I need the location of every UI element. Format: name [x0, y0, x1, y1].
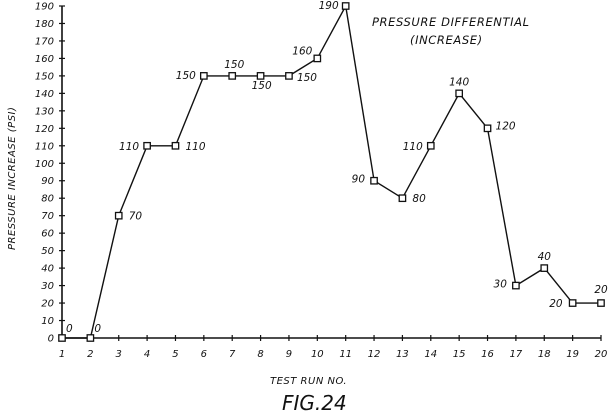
- y-tick-label: 100: [35, 159, 54, 170]
- x-tick-label: 15: [453, 349, 466, 360]
- data-point: [370, 176, 378, 185]
- x-tick-label: 9: [286, 349, 292, 360]
- x-tick-label: 19: [566, 349, 579, 360]
- y-tick-label: 40: [41, 264, 54, 275]
- data-point: [114, 211, 123, 220]
- y-tick-label: 60: [41, 229, 54, 240]
- data-label: 110: [185, 141, 205, 153]
- x-tick-label: 5: [172, 349, 178, 360]
- data-point: [512, 281, 520, 290]
- data-point: [285, 72, 293, 80]
- data-label: 0: [66, 323, 73, 335]
- y-tick-label: 30: [41, 281, 54, 292]
- x-tick-label: 7: [229, 349, 236, 360]
- data-label: 20: [549, 298, 563, 310]
- x-tick-label: 18: [538, 349, 551, 360]
- series-line: [62, 3, 601, 339]
- data-label: 190: [319, 0, 339, 12]
- x-tick-label: 2: [87, 349, 93, 360]
- data-label: 20: [594, 284, 608, 296]
- data-label: 30: [494, 279, 508, 291]
- chart-title: PRESSURE DIFFERENTIAL: [372, 15, 530, 29]
- y-tick-label: 120: [35, 124, 54, 135]
- y-tick-label: 180: [35, 19, 54, 30]
- y-tick-label: 10: [41, 316, 54, 327]
- data-label: 90: [352, 174, 366, 186]
- y-tick-label: 20: [41, 299, 54, 310]
- chart-subtitle: (INCREASE): [410, 33, 483, 47]
- data-label: 140: [449, 76, 469, 88]
- x-tick-label: 6: [201, 349, 207, 360]
- series: [58, 2, 605, 342]
- x-tick-label: 14: [424, 349, 437, 360]
- data-point: [568, 299, 577, 307]
- figure-label: FIG.24: [282, 391, 347, 415]
- x-tick-label: 1: [59, 349, 65, 360]
- data-point: [398, 194, 407, 203]
- x-tick-label: 17: [510, 349, 523, 360]
- y-tick-label: 160: [35, 54, 54, 65]
- data-label: 110: [119, 141, 139, 153]
- y-tick-label: 90: [41, 176, 54, 187]
- ticks: 0102030405060708090100110120130140150160…: [35, 2, 607, 361]
- x-tick-label: 12: [368, 349, 381, 360]
- data-point: [58, 334, 66, 342]
- y-tick-label: 0: [48, 334, 54, 345]
- y-tick-label: 190: [35, 2, 54, 13]
- x-axis-label: TEST RUN NO.: [270, 376, 347, 387]
- data-point: [171, 141, 180, 150]
- data-point: [597, 299, 605, 307]
- y-tick-label: 170: [35, 36, 54, 47]
- data-label: 70: [129, 211, 143, 223]
- data-label: 150: [252, 80, 272, 92]
- x-tick-label: 11: [339, 349, 352, 360]
- data-label: 80: [412, 193, 426, 205]
- data-point: [199, 72, 208, 80]
- y-tick-label: 140: [35, 89, 54, 100]
- data-point: [455, 89, 464, 98]
- y-tick-label: 130: [35, 106, 54, 117]
- data-label: 0: [94, 323, 101, 335]
- y-tick-label: 150: [35, 71, 54, 82]
- data-label: 120: [496, 120, 516, 132]
- data-point: [143, 141, 151, 150]
- data-point: [540, 264, 549, 272]
- data-label: 150: [297, 72, 317, 84]
- x-tick-label: 20: [595, 349, 608, 360]
- data-label: 40: [538, 251, 552, 263]
- y-axis-label: PRESSURE INCREASE (PSI): [7, 107, 18, 250]
- axes: [61, 6, 601, 339]
- data-point: [228, 72, 237, 80]
- data-point: [483, 124, 492, 133]
- y-tick-label: 50: [41, 246, 54, 257]
- data-label: 150: [176, 70, 196, 82]
- data-point: [341, 2, 350, 10]
- data-point: [426, 141, 435, 150]
- data-label: 110: [403, 141, 423, 153]
- x-tick-label: 4: [144, 349, 150, 360]
- x-tick-label: 13: [396, 349, 409, 360]
- y-tick-label: 80: [41, 194, 54, 205]
- data-point: [313, 54, 322, 63]
- x-tick-label: 10: [311, 349, 324, 360]
- y-tick-label: 70: [41, 211, 54, 222]
- x-tick-label: 8: [257, 349, 263, 360]
- y-tick-label: 110: [35, 141, 54, 152]
- data-label: 150: [224, 59, 244, 71]
- data-label: 160: [292, 45, 312, 57]
- data-labels: 0 0 70 110 110 150 150 150 150 160 190 90 80 110 140 12…: [66, 0, 608, 335]
- x-tick-label: 16: [481, 349, 494, 360]
- data-point: [256, 72, 265, 80]
- data-point: [86, 334, 95, 342]
- x-tick-label: 3: [116, 349, 122, 360]
